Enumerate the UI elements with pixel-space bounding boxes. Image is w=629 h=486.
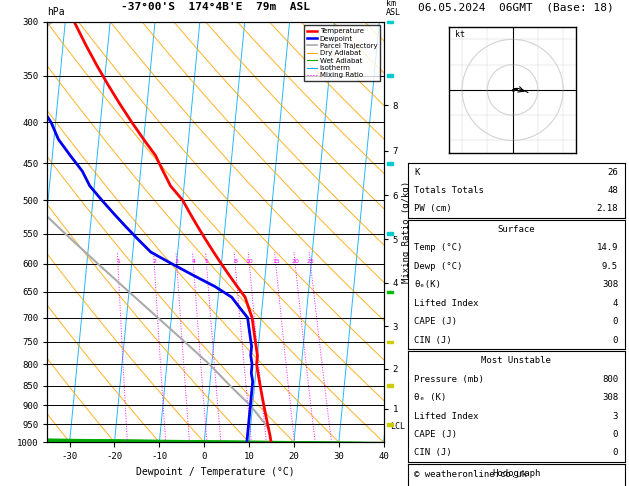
Text: 20: 20 <box>291 259 299 264</box>
Text: 25: 25 <box>306 259 314 264</box>
Text: 10: 10 <box>245 259 253 264</box>
Text: Totals Totals: Totals Totals <box>414 186 484 195</box>
Text: 0: 0 <box>613 430 618 439</box>
Text: 15: 15 <box>272 259 280 264</box>
Text: 1: 1 <box>116 259 120 264</box>
Text: Lifted Index: Lifted Index <box>414 299 479 308</box>
Text: 5: 5 <box>204 259 208 264</box>
Text: 0: 0 <box>613 449 618 457</box>
Text: CIN (J): CIN (J) <box>414 336 452 345</box>
Text: Lifted Index: Lifted Index <box>414 412 479 420</box>
Text: 0: 0 <box>613 317 618 326</box>
X-axis label: Dewpoint / Temperature (°C): Dewpoint / Temperature (°C) <box>136 467 295 477</box>
Text: 308: 308 <box>602 280 618 289</box>
Text: K: K <box>414 168 420 176</box>
Text: 2.18: 2.18 <box>596 205 618 213</box>
Text: 9.5: 9.5 <box>602 262 618 271</box>
Text: Temp (°C): Temp (°C) <box>414 243 462 252</box>
Text: hPa: hPa <box>47 7 65 17</box>
Text: CAPE (J): CAPE (J) <box>414 317 457 326</box>
Text: LCL: LCL <box>391 422 406 431</box>
Text: 0: 0 <box>613 336 618 345</box>
Text: θₑ(K): θₑ(K) <box>414 280 441 289</box>
Text: Surface: Surface <box>498 225 535 234</box>
Text: Pressure (mb): Pressure (mb) <box>414 375 484 383</box>
Text: 26: 26 <box>608 168 618 176</box>
Text: CIN (J): CIN (J) <box>414 449 452 457</box>
Text: 308: 308 <box>602 393 618 402</box>
Text: 3: 3 <box>175 259 179 264</box>
Text: 06.05.2024  06GMT  (Base: 18): 06.05.2024 06GMT (Base: 18) <box>418 2 614 12</box>
Text: Most Unstable: Most Unstable <box>481 356 551 365</box>
Text: Hodograph: Hodograph <box>492 469 540 478</box>
Text: 4: 4 <box>613 299 618 308</box>
Text: 800: 800 <box>602 375 618 383</box>
Text: PW (cm): PW (cm) <box>414 205 452 213</box>
Y-axis label: Mixing Ratio (g/kg): Mixing Ratio (g/kg) <box>403 181 411 283</box>
Text: 4: 4 <box>191 259 196 264</box>
Text: 14.9: 14.9 <box>596 243 618 252</box>
Text: Dewp (°C): Dewp (°C) <box>414 262 462 271</box>
Text: 8: 8 <box>233 259 237 264</box>
Text: CAPE (J): CAPE (J) <box>414 430 457 439</box>
Text: 3: 3 <box>613 412 618 420</box>
Legend: Temperature, Dewpoint, Parcel Trajectory, Dry Adiabat, Wet Adiabat, Isotherm, Mi: Temperature, Dewpoint, Parcel Trajectory… <box>304 25 380 81</box>
Text: km
ASL: km ASL <box>386 0 401 17</box>
Text: θₑ (K): θₑ (K) <box>414 393 447 402</box>
Text: -37°00'S  174°4B'E  79m  ASL: -37°00'S 174°4B'E 79m ASL <box>121 2 310 12</box>
Text: kt: kt <box>455 30 464 39</box>
Text: 2: 2 <box>152 259 156 264</box>
Text: © weatheronline.co.uk: © weatheronline.co.uk <box>414 469 526 479</box>
Text: 48: 48 <box>608 186 618 195</box>
